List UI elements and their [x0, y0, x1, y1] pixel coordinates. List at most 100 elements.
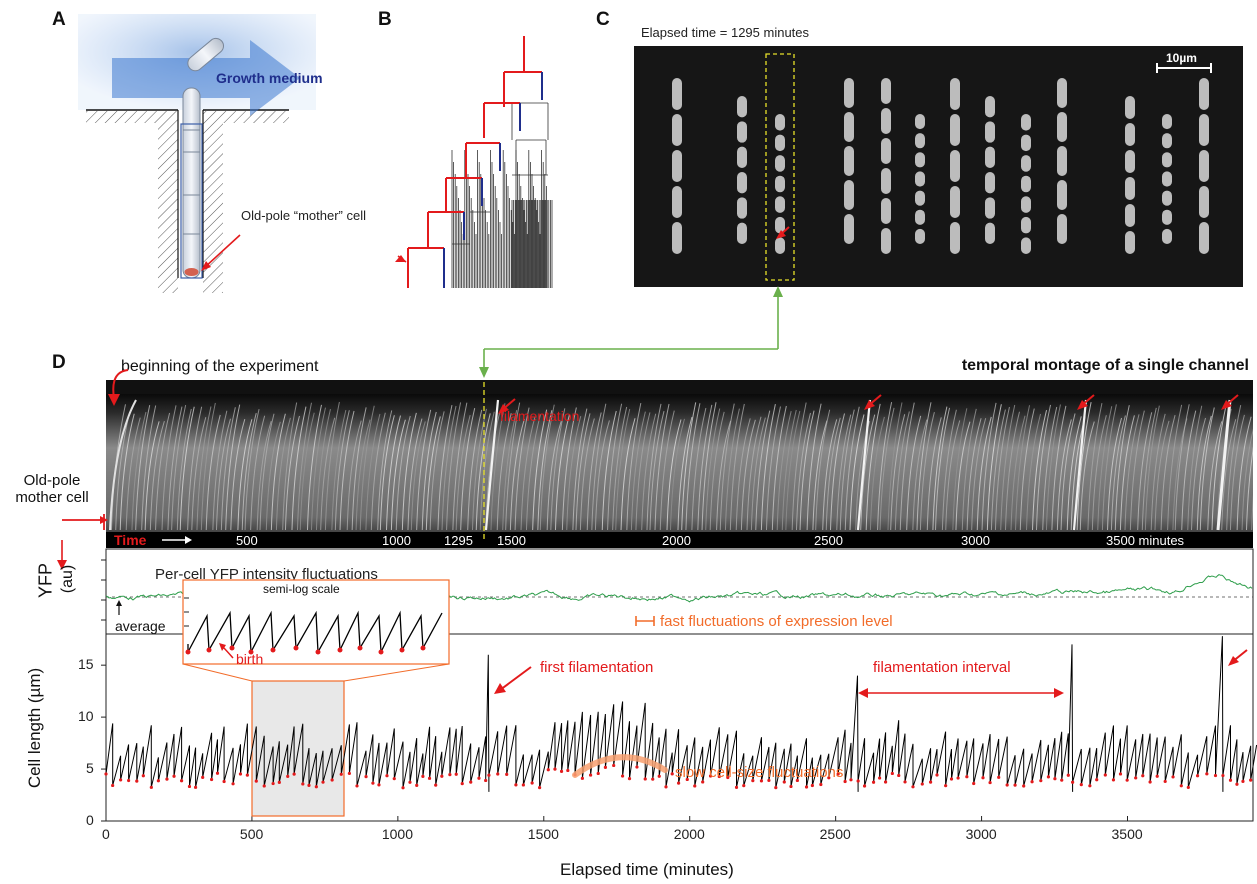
- birth-point: [981, 776, 985, 780]
- cell-length-series: [105, 636, 1257, 792]
- birth-point: [566, 768, 570, 773]
- inset-birth-point: [270, 647, 276, 653]
- birth-point: [1022, 784, 1026, 788]
- inset-birth-point: [206, 647, 212, 653]
- birth-point: [355, 784, 359, 788]
- birth-point: [421, 774, 425, 778]
- birth-point: [836, 772, 840, 776]
- birth-point: [427, 776, 432, 780]
- birth-point: [496, 772, 500, 776]
- birth-point: [911, 785, 915, 789]
- inset-birth-point: [229, 645, 235, 651]
- birth-point: [440, 774, 444, 778]
- birth-point: [717, 774, 721, 779]
- birth-point: [460, 782, 464, 786]
- inset-birth-point: [337, 647, 343, 653]
- birth-point: [231, 782, 235, 786]
- panel-letter-d: D: [52, 352, 66, 373]
- time-axis-label: Time: [114, 532, 147, 548]
- x-tick-label: 3000: [965, 826, 997, 842]
- birth-point: [1053, 777, 1057, 781]
- birth-point: [434, 783, 438, 787]
- birth-point: [126, 778, 131, 783]
- birth-point: [149, 785, 153, 789]
- birth-point: [789, 784, 793, 789]
- birth-point: [487, 773, 491, 777]
- time-tick-label: 2500: [814, 533, 843, 548]
- birth-point: [1148, 780, 1152, 784]
- birth-point: [1125, 778, 1129, 782]
- birth-point: [734, 785, 739, 789]
- birth-point: [156, 779, 160, 783]
- birth-point: [1013, 783, 1017, 787]
- birth-point: [664, 785, 668, 789]
- inset-birth-point: [399, 647, 405, 653]
- birth-point: [810, 783, 814, 788]
- birth-point: [1079, 783, 1083, 787]
- birth-point: [559, 769, 564, 773]
- birth-point: [657, 774, 661, 778]
- birth-point: [454, 772, 458, 776]
- birth-point: [676, 781, 681, 785]
- birth-point: [1213, 773, 1218, 778]
- birth-point: [271, 781, 275, 786]
- flow-arrow-icon: [112, 40, 300, 116]
- birth-point: [949, 777, 954, 781]
- birth-point: [897, 773, 901, 778]
- birth-point: [179, 779, 184, 783]
- birth-point: [201, 775, 205, 779]
- birth-point: [580, 776, 584, 780]
- mother-cell-label-d: Old-pole mother cell: [15, 472, 89, 506]
- birth-point: [627, 776, 632, 781]
- birth-point: [849, 778, 853, 782]
- birth-point: [965, 775, 969, 779]
- birth-point: [347, 771, 351, 776]
- birth-point: [903, 780, 907, 784]
- birth-point: [1186, 785, 1190, 790]
- x-tick-label: 500: [239, 826, 264, 842]
- birth-point: [1141, 774, 1145, 778]
- birth-point: [871, 780, 876, 784]
- birth-point: [988, 780, 992, 785]
- birth-point: [172, 774, 176, 778]
- birth-point: [484, 778, 488, 783]
- birth-point: [972, 781, 976, 786]
- birth-point: [104, 772, 108, 776]
- birth-point: [141, 774, 145, 778]
- birth-point: [1060, 778, 1064, 782]
- birth-point: [1095, 778, 1099, 782]
- y-tick-label: 10: [78, 708, 94, 725]
- birth-point: [448, 773, 452, 777]
- inset-birth-point: [185, 649, 191, 655]
- birth-point: [890, 771, 894, 776]
- y-tick-label: 0: [86, 812, 94, 828]
- birth-point: [1163, 779, 1167, 784]
- birth-point: [1171, 775, 1175, 779]
- birth-point: [514, 783, 518, 787]
- birth-point: [767, 778, 771, 783]
- birth-point: [862, 784, 867, 788]
- birth-point: [612, 763, 616, 768]
- time-tick-label: 3500 minutes: [1106, 533, 1185, 548]
- time-tick-label: 1000: [382, 533, 411, 548]
- birth-point: [187, 784, 192, 789]
- birth-label: birth: [236, 651, 264, 667]
- selected-channel-box: [765, 53, 795, 281]
- birth-point: [651, 777, 655, 781]
- birth-point: [401, 786, 405, 790]
- birth-point: [596, 771, 600, 776]
- birth-point: [377, 783, 381, 787]
- birth-point: [878, 776, 882, 780]
- birth-point: [553, 767, 557, 771]
- x-tick-label: 3500: [1111, 826, 1143, 842]
- birth-point: [415, 783, 419, 787]
- birth-point: [1071, 780, 1075, 784]
- y-tick-label: 5: [86, 760, 94, 777]
- panel-letter-c: C: [596, 9, 610, 30]
- birth-point: [782, 780, 786, 784]
- birth-point: [956, 776, 960, 780]
- filamentation-label: filamentation: [500, 408, 580, 424]
- x-axis-label: Elapsed time (minutes): [560, 860, 734, 879]
